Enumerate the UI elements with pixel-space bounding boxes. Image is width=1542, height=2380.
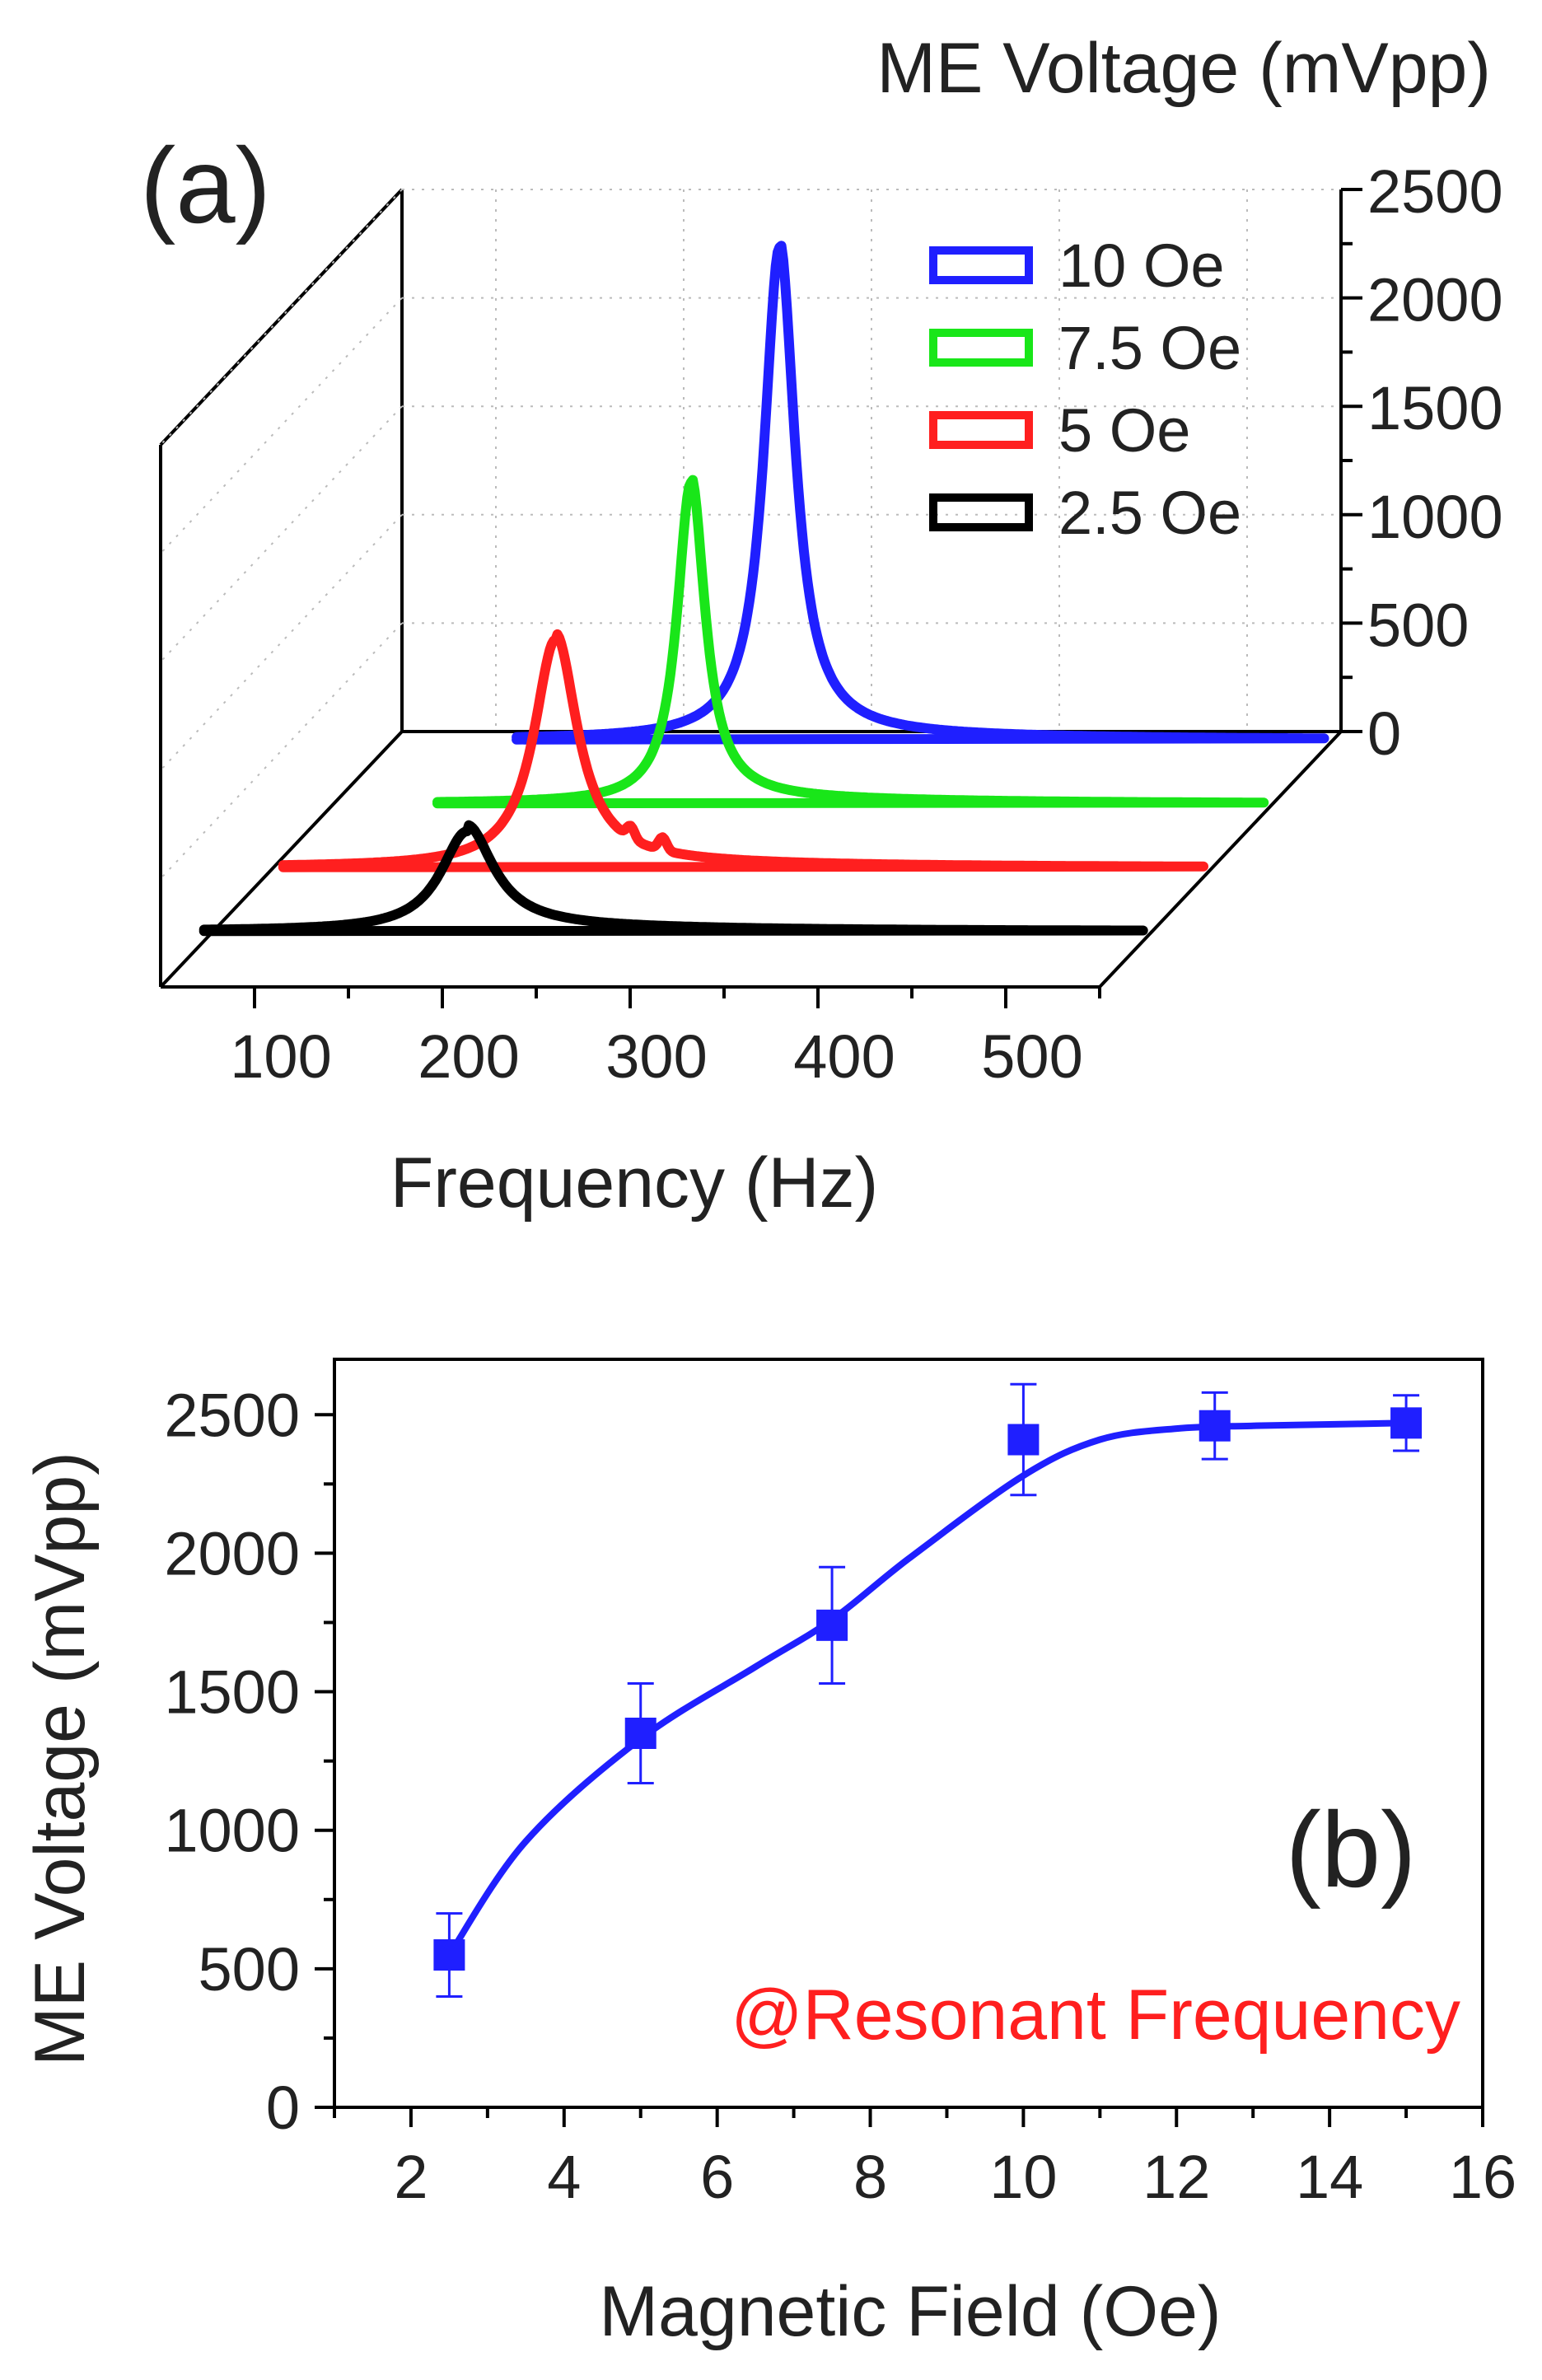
legend-swatch-5-oe: [929, 411, 1033, 449]
z-tick-label: 500: [1367, 591, 1469, 659]
x-tick-label: 16: [1449, 2143, 1516, 2211]
x-tick-label: 10: [989, 2143, 1057, 2211]
z-tick-label: 1500: [1367, 374, 1503, 442]
panel-b-x-axis-label: Magnetic Field (Oe): [599, 2272, 1221, 2351]
panel-a-3d-chart: (a) ME Voltage (mVpp) Frequency (Hz) 0 50…: [140, 29, 1503, 1223]
series-line-7-5-oe: [432, 475, 1269, 809]
panel-b-y-axis-label: ME Voltage (mVpp): [21, 1452, 100, 2066]
legend-label-5-oe: 5 Oe: [1058, 396, 1190, 465]
data-point: [433, 1939, 465, 1971]
series-line-5-oe: [278, 629, 1208, 872]
floor-right-edge: [1098, 730, 1343, 989]
x-tick-label: 6: [700, 2143, 734, 2211]
y-tick-label: 2500: [164, 1381, 300, 1449]
z-tick-label: 0: [1367, 699, 1401, 768]
z-tick-label: 1000: [1367, 483, 1503, 551]
panel-a-z-axis-label: ME Voltage (mVpp): [876, 29, 1491, 108]
x-tick-label: 300: [605, 1022, 707, 1091]
panel-a-x-ticks: 100 200 300 400 500: [230, 987, 1101, 1091]
side-wall-top-edge: [159, 188, 404, 447]
y-tick-label: 0: [266, 2074, 300, 2142]
plot-border: [333, 1358, 1484, 2109]
series-line-2-5-oe: [199, 820, 1148, 937]
grid-line-side: [160, 405, 403, 662]
x-tick-label: 12: [1142, 2143, 1210, 2211]
data-point: [1199, 1410, 1231, 1442]
y-tick-label: 1000: [164, 1797, 300, 1865]
y-tick-label: 500: [199, 1935, 300, 2004]
x-tick-label: 2: [394, 2143, 428, 2211]
x-tick-label: 100: [230, 1022, 331, 1091]
z-tick-label: 2000: [1367, 266, 1503, 334]
x-tick-label: 8: [853, 2143, 887, 2211]
grid-line-side: [160, 622, 403, 880]
panel-a-curves: [199, 241, 1329, 937]
panel-b-fit: [446, 1419, 1407, 1957]
legend-label-10-oe: 10 Oe: [1058, 231, 1225, 300]
panel-b-y-ticks: 0 500 1000 1500 2000 2500: [164, 1381, 334, 2142]
grid-line-side: [160, 514, 403, 771]
fit-curve: [446, 1419, 1407, 1957]
legend-swatch-7-5-oe: [929, 329, 1033, 367]
legend-swatch-2-5-oe: [929, 493, 1033, 531]
data-point: [624, 1718, 657, 1749]
panel-b-label: (b): [1286, 1789, 1417, 1910]
data-point: [1390, 1407, 1423, 1439]
panel-b-plot-frame: [333, 1358, 1484, 2109]
z-tick-label: 2500: [1367, 157, 1503, 226]
grid-line-side: [160, 297, 403, 554]
panel-a-z-ticks: 0 500 1000 1500 2000 2500: [1341, 157, 1503, 768]
x-tick-label: 4: [547, 2143, 581, 2211]
panel-b-points: [433, 1382, 1423, 1998]
panel-a-legend: 10 Oe 7.5 Oe 5 Oe 2.5 Oe: [929, 231, 1241, 547]
data-point: [816, 1609, 848, 1641]
legend-swatch-10-oe: [929, 246, 1033, 284]
panel-a-x-axis-label: Frequency (Hz): [390, 1143, 879, 1223]
legend-label-7-5-oe: 7.5 Oe: [1058, 314, 1241, 382]
legend-label-2-5-oe: 2.5 Oe: [1058, 479, 1241, 547]
data-point: [1007, 1424, 1040, 1456]
panel-a-label: (a): [140, 125, 271, 245]
panel-b-chart: (b) @Resonant Frequency Magnetic Field (…: [21, 1358, 1516, 2351]
panel-b-annotation: @Resonant Frequency: [731, 1976, 1460, 2055]
floor-left-edge: [159, 730, 404, 989]
y-tick-label: 2000: [164, 1519, 300, 1587]
x-tick-label: 500: [981, 1022, 1082, 1091]
x-tick-label: 400: [793, 1022, 895, 1091]
y-tick-label: 1500: [164, 1658, 300, 1727]
panel-b-x-ticks: 2 4 6 8 10 12 14 16: [333, 2107, 1516, 2211]
x-tick-label: 200: [418, 1022, 519, 1091]
series-line-10-oe: [512, 241, 1329, 745]
x-tick-label: 14: [1296, 2143, 1363, 2211]
